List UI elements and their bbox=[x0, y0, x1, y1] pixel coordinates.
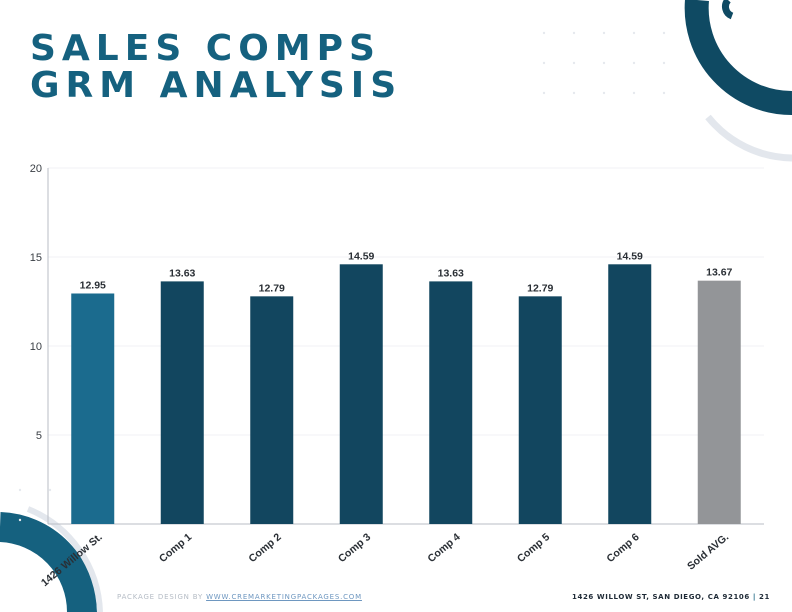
axis-layer: 5 10 15 20 bbox=[30, 163, 764, 525]
decorative-dots bbox=[18, 31, 666, 522]
data-label-layer: 12.95 13.63 12.79 14.59 13.63 12.79 14.59 13.67 bbox=[80, 250, 733, 294]
category-label: Sold AVG. bbox=[685, 531, 731, 572]
bottom-left-light-arc bbox=[26, 506, 103, 612]
title-line-2: GRM ANALYSIS bbox=[30, 65, 403, 106]
data-label: 13.63 bbox=[438, 267, 464, 279]
top-right-light-arc bbox=[705, 114, 792, 162]
y-tick-label: 5 bbox=[36, 430, 42, 442]
data-label: 13.67 bbox=[706, 267, 732, 279]
data-label: 12.95 bbox=[80, 279, 106, 291]
category-label: Comp 3 bbox=[336, 531, 373, 565]
category-label: Comp 5 bbox=[515, 531, 552, 565]
footer-credit-prefix: PACKAGE DESIGN BY bbox=[117, 593, 204, 601]
data-label: 14.59 bbox=[348, 250, 374, 262]
top-right-small-arc bbox=[722, 0, 734, 20]
bar bbox=[339, 264, 383, 524]
data-label: 13.63 bbox=[169, 267, 195, 279]
bar bbox=[250, 296, 294, 524]
grid-layer bbox=[48, 167, 764, 436]
data-label: 12.79 bbox=[527, 282, 553, 294]
bar bbox=[429, 281, 473, 524]
title-line-1: SALES COMPS bbox=[30, 28, 381, 69]
bar bbox=[160, 281, 204, 524]
footer-credit: PACKAGE DESIGN BY WWW.CREMARKETINGPACKAG… bbox=[117, 593, 362, 601]
category-label: Comp 2 bbox=[246, 531, 283, 565]
footer-address-text: 1426 WILLOW ST, SAN DIEGO, CA 92106 bbox=[572, 593, 750, 601]
category-label: Comp 6 bbox=[604, 531, 641, 565]
category-label: 1426 Willow St. bbox=[39, 531, 105, 589]
data-label: 14.59 bbox=[617, 250, 643, 262]
page-number: 21 bbox=[759, 593, 770, 601]
footer-credit-link[interactable]: WWW.CREMARKETINGPACKAGES.COM bbox=[206, 593, 362, 601]
footer-separator: | bbox=[752, 593, 757, 601]
top-right-dark-arc bbox=[684, 0, 792, 116]
page-title: SALES COMPS GRM ANALYSIS bbox=[30, 30, 402, 104]
y-tick-label: 15 bbox=[30, 252, 42, 264]
data-label: 12.79 bbox=[259, 282, 285, 294]
y-tick-label: 10 bbox=[30, 341, 42, 353]
bar bbox=[608, 264, 652, 524]
bottom-left-dark-arc bbox=[0, 512, 97, 612]
y-tick-label: 20 bbox=[30, 163, 42, 175]
bar bbox=[71, 293, 115, 524]
bar bbox=[697, 280, 741, 524]
footer-address: 1426 WILLOW ST, SAN DIEGO, CA 92106 | 21 bbox=[572, 593, 770, 601]
category-label: Comp 1 bbox=[157, 531, 194, 565]
bar-layer bbox=[71, 264, 741, 524]
bar bbox=[518, 296, 562, 524]
category-label-layer: 1426 Willow St. Comp 1 Comp 2 Comp 3 Comp 4 C… bbox=[39, 531, 731, 589]
category-label: Comp 4 bbox=[425, 531, 462, 565]
